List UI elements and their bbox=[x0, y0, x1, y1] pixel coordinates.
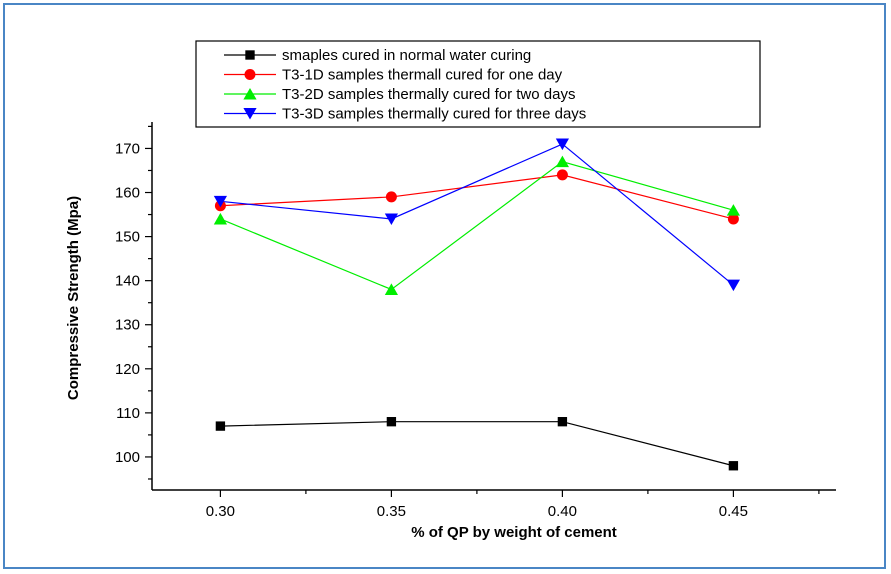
square-marker bbox=[728, 461, 739, 471]
series-markers bbox=[213, 138, 740, 471]
y-tick-label: 170 bbox=[115, 140, 140, 157]
series-lines bbox=[220, 143, 734, 467]
triangle-up-marker bbox=[555, 155, 569, 168]
legend-entry-label: T3-3D samples thermally cured for three … bbox=[282, 106, 586, 123]
triangle-up-marker bbox=[213, 212, 227, 225]
triangle-up-marker bbox=[243, 87, 257, 100]
triangle-up-marker bbox=[384, 283, 398, 295]
triangle-down-marker bbox=[384, 213, 398, 226]
series-line-3 bbox=[220, 161, 734, 291]
series-line-4 bbox=[220, 143, 734, 286]
legend: smaples cured in normal water curing T3-1… bbox=[195, 40, 761, 128]
x-tick-label: 0.40 bbox=[548, 503, 577, 520]
circle-marker bbox=[556, 169, 568, 181]
y-tick-label: 160 bbox=[115, 185, 140, 202]
triangle-down-marker bbox=[213, 195, 227, 208]
circle-marker bbox=[385, 191, 397, 203]
triangle-down-marker bbox=[555, 138, 569, 151]
x-tick-label: 0.45 bbox=[719, 503, 748, 520]
y-tick-label: 150 bbox=[115, 229, 140, 246]
square-marker bbox=[557, 417, 568, 427]
square-marker bbox=[245, 50, 255, 60]
x-tick-label: 0.30 bbox=[206, 503, 235, 520]
y-tick-label: 130 bbox=[115, 317, 140, 334]
legend-entry-label: smaples cured in normal water curing bbox=[282, 47, 531, 64]
triangle-down-marker bbox=[243, 108, 257, 120]
y-tick-label: 140 bbox=[115, 273, 140, 290]
triangle-up-marker bbox=[726, 204, 740, 216]
square-marker bbox=[215, 421, 226, 431]
x-tick-label: 0.35 bbox=[377, 503, 406, 520]
triangle-down-marker bbox=[726, 279, 740, 292]
y-axis-title: Compressive Strength (Mpa) bbox=[65, 196, 82, 400]
square-marker bbox=[386, 417, 397, 427]
y-tick-label: 110 bbox=[116, 405, 140, 422]
x-axis-title: % of QP by weight of cement bbox=[411, 524, 617, 541]
y-tick-label: 120 bbox=[115, 361, 140, 378]
circle-marker bbox=[244, 69, 256, 80]
axes: 100 110 120 130 140 150 160 170 0.30 0.35 0.40 0.45 bbox=[115, 122, 836, 520]
circle-marker bbox=[727, 213, 739, 225]
series-line-1 bbox=[220, 421, 734, 467]
legend-box bbox=[195, 40, 761, 128]
legend-entry-label: T3-2D samples thermally cured for two da… bbox=[282, 86, 575, 103]
series-line-2 bbox=[220, 174, 734, 220]
legend-entry-label: T3-1D samples thermall cured for one day bbox=[282, 67, 563, 84]
y-tick-label: 100 bbox=[115, 449, 140, 466]
